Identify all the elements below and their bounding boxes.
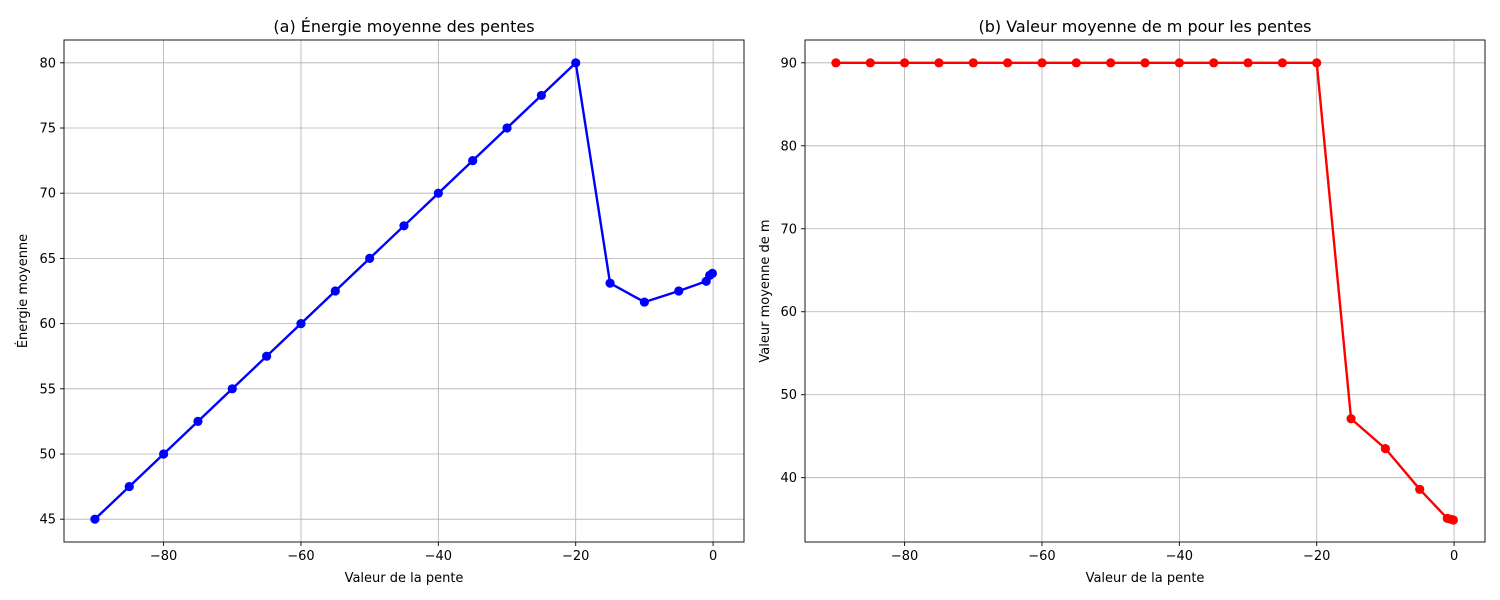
data-point — [1003, 58, 1013, 68]
data-point — [968, 58, 978, 68]
x-tick-label: −40 — [1166, 549, 1193, 564]
x-tick-label: 0 — [709, 549, 717, 564]
y-tick-label: 90 — [780, 56, 797, 71]
x-axis-label: Valeur de la pente — [345, 571, 464, 586]
data-point — [1140, 58, 1150, 68]
data-point — [1243, 58, 1253, 68]
data-point — [468, 156, 478, 166]
data-point — [1448, 515, 1459, 525]
chart-panel-b: −80 −60 −40 −20 0 40 50 60 70 80 90 (b) Valeur moy… — [758, 17, 1486, 586]
data-point — [865, 58, 875, 68]
data-point — [1380, 444, 1391, 454]
data-point — [639, 297, 650, 307]
data-point — [330, 286, 340, 296]
y-tick-label: 70 — [39, 187, 56, 202]
x-tick-label: −20 — [1303, 549, 1330, 564]
data-point — [674, 286, 684, 296]
x-axis-label: Valeur de la pente — [1086, 571, 1205, 586]
plot-frame — [63, 39, 745, 543]
data-point — [158, 449, 169, 459]
chart-panel-a: −80 −60 −40 −20 0 45 50 55 60 65 70 75 80 (a) Énergi… — [15, 17, 745, 586]
data-point — [1209, 58, 1219, 68]
y-tick-label: 80 — [780, 139, 797, 154]
data-point — [433, 188, 443, 198]
y-tick-label: 60 — [39, 317, 56, 332]
x-tick-label: −40 — [425, 549, 452, 564]
data-point — [1277, 58, 1287, 68]
x-tick-label: 0 — [1450, 549, 1458, 564]
data-point — [193, 416, 203, 426]
chart-title: (a) Énergie moyenne des pentes — [273, 17, 534, 36]
y-tick-label: 80 — [39, 56, 56, 71]
data-point — [899, 58, 910, 68]
data-point — [502, 123, 512, 133]
data-point — [1312, 58, 1322, 68]
data-point — [296, 318, 306, 329]
data-point — [124, 481, 134, 492]
y-tick-label: 65 — [39, 252, 56, 267]
data-point — [605, 278, 615, 288]
data-point — [1415, 484, 1425, 494]
data-point — [707, 268, 718, 278]
x-tick-label: −20 — [562, 549, 589, 564]
y-tick-label: 50 — [780, 388, 797, 403]
x-tick-label: −80 — [891, 549, 918, 564]
y-tick-label: 70 — [780, 222, 797, 237]
data-point — [934, 58, 944, 68]
data-point — [831, 58, 841, 68]
x-tick-label: −80 — [150, 549, 177, 564]
data-point — [1106, 58, 1116, 68]
data-point — [1071, 58, 1081, 68]
y-tick-label: 75 — [39, 122, 56, 137]
chart-title: (b) Valeur moyenne de m pour les pentes — [978, 17, 1311, 36]
data-point — [227, 384, 237, 394]
data-point — [1174, 58, 1184, 68]
data-point — [571, 58, 581, 68]
data-point — [262, 351, 272, 361]
x-tick-label: −60 — [287, 549, 314, 564]
y-tick-label: 45 — [39, 513, 56, 528]
y-axis-label: Énergie moyenne — [15, 234, 31, 348]
y-tick-label: 40 — [780, 471, 797, 486]
data-point — [365, 253, 375, 264]
y-axis-label: Valeur moyenne de m — [758, 219, 773, 362]
y-tick-label: 50 — [39, 447, 56, 462]
data-point — [90, 514, 100, 524]
data-point — [536, 90, 546, 101]
x-tick-label: −60 — [1028, 549, 1055, 564]
data-point — [1037, 58, 1047, 68]
y-tick-label: 60 — [780, 305, 797, 320]
plot-frame — [804, 39, 1486, 543]
data-point — [1346, 414, 1356, 424]
y-tick-label: 55 — [39, 382, 56, 397]
data-point — [399, 221, 409, 231]
